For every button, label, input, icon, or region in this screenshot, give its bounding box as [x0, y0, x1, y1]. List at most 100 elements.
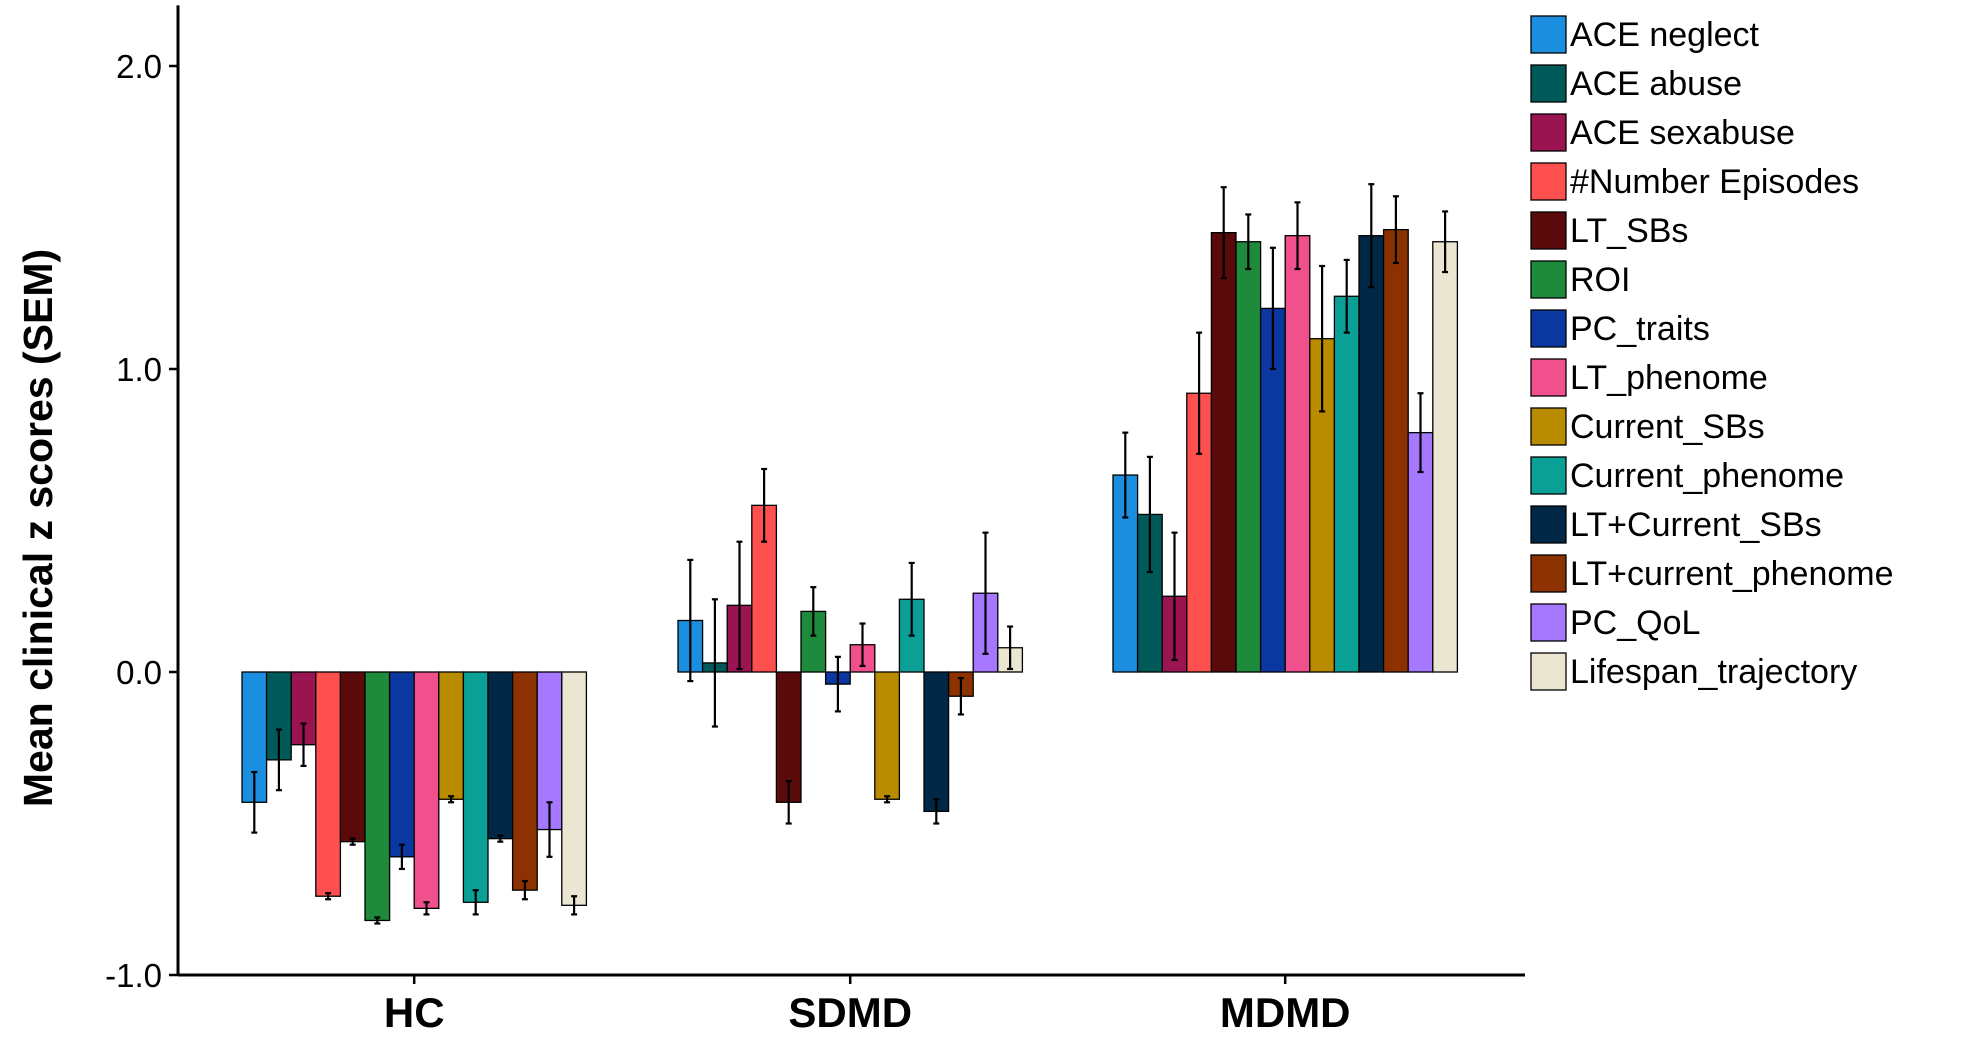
legend-swatch: [1530, 554, 1567, 593]
bar-MDMD-ROI: [1235, 241, 1262, 673]
error-bar-HC-#Number Episodes: [325, 892, 332, 901]
legend-item-Current_SBs: Current_SBs: [1530, 407, 1765, 446]
legend-swatch: [1530, 358, 1567, 397]
error-bar-MDMD-#Number Episodes: [1196, 331, 1203, 455]
legend-item-ROI: ROI: [1530, 260, 1630, 299]
legend-label: ACE abuse: [1570, 65, 1742, 103]
bar-MDMD-Lifespan_trajectory: [1432, 241, 1459, 673]
legend-item-LT_phenome: LT_phenome: [1530, 358, 1768, 397]
legend-label: LT_phenome: [1570, 359, 1768, 397]
error-bar-SDMD-LT_phenome: [859, 622, 866, 668]
legend-item-LT+Current_SBs: LT+Current_SBs: [1530, 505, 1822, 544]
error-bar-HC-LT_phenome: [423, 901, 430, 916]
error-bar-SDMD-LT+Current_SBs: [933, 798, 940, 825]
legend-label: LT+Current_SBs: [1570, 506, 1822, 544]
error-bar-MDMD-LT_phenome: [1294, 201, 1301, 271]
bar-SDMD-Current_SBs: [874, 671, 901, 800]
legend-label: PC_QoL: [1570, 604, 1700, 642]
bar-HC-LT+current_phenome: [511, 671, 538, 891]
error-bar-MDMD-LT+current_phenome: [1392, 195, 1399, 265]
axes-layer: -1.0 0.0 1.0 2.0 HC SDMD MDMD: [105, 5, 1525, 1036]
bar-HC-PC_traits: [388, 671, 415, 858]
legend-label: Current_SBs: [1570, 408, 1765, 446]
legend-item-LT+current_phenome: LT+current_phenome: [1530, 554, 1894, 593]
error-bar-HC-Current_phenome: [472, 889, 479, 916]
error-bar-HC-Lifespan_trajectory: [571, 895, 578, 916]
category-label-MDMD: MDMD: [1220, 989, 1351, 1036]
bar-MDMD-LT_SBs: [1210, 231, 1237, 673]
legend-label: ACE neglect: [1570, 16, 1760, 54]
error-bar-SDMD-ACE abuse: [711, 598, 718, 728]
legend-item-#Number Episodes: #Number Episodes: [1530, 162, 1859, 201]
y-tick-label: 2.0: [116, 48, 162, 85]
y-tick-label: -1.0: [105, 957, 162, 994]
legend-swatch: [1530, 309, 1567, 348]
error-bar-SDMD-PC_traits: [834, 655, 841, 713]
legend-item-ACE neglect: ACE neglect: [1530, 15, 1760, 54]
legend-label: ACE sexabuse: [1570, 114, 1795, 152]
legend-label: Current_phenome: [1570, 457, 1844, 495]
error-bar-HC-ACE neglect: [251, 770, 258, 834]
bar-HC-Current_SBs: [438, 671, 465, 800]
error-bar-HC-LT+Current_SBs: [497, 834, 504, 843]
error-bar-HC-ACE abuse: [275, 728, 282, 792]
error-bar-MDMD-ACE neglect: [1122, 431, 1129, 519]
legend-item-Lifespan_trajectory: Lifespan_trajectory: [1530, 652, 1857, 691]
bar-HC-LT+Current_SBs: [487, 671, 514, 840]
category-label-SDMD: SDMD: [788, 989, 912, 1036]
error-bar-MDMD-Current_phenome: [1343, 258, 1350, 334]
error-bar-HC-Current_SBs: [448, 795, 455, 804]
bar-HC-ROI: [364, 671, 391, 922]
error-bar-HC-PC_traits: [398, 843, 405, 871]
legend-swatch: [1530, 603, 1567, 642]
legend: ACE neglect ACE abuse ACE sexabuse #Number …: [1530, 15, 1894, 691]
error-bar-HC-LT+current_phenome: [521, 879, 528, 901]
legend-swatch: [1530, 113, 1567, 152]
error-bar-SDMD-ACE sexabuse: [736, 540, 743, 671]
legend-swatch: [1530, 211, 1567, 250]
error-bar-HC-LT_SBs: [349, 837, 356, 846]
error-bar-MDMD-PC_traits: [1269, 246, 1276, 371]
legend-item-ACE sexabuse: ACE sexabuse: [1530, 113, 1795, 152]
error-bar-MDMD-ACE abuse: [1146, 455, 1153, 574]
bar-HC-#Number Episodes: [315, 671, 342, 897]
bar-SDMD-LT+Current_SBs: [923, 671, 950, 813]
error-bar-SDMD-LT+current_phenome: [957, 676, 964, 716]
bar-HC-Lifespan_trajectory: [561, 671, 588, 906]
bar-MDMD-LT+current_phenome: [1382, 228, 1409, 673]
error-bar-MDMD-LT_SBs: [1220, 186, 1227, 280]
error-bar-MDMD-PC_QoL: [1417, 392, 1424, 474]
error-bar-MDMD-LT+Current_SBs: [1368, 183, 1375, 289]
error-bar-SDMD-PC_QoL: [982, 531, 989, 655]
error-bar-HC-ROI: [374, 916, 381, 925]
legend-label: ROI: [1570, 261, 1630, 299]
legend-swatch: [1530, 652, 1567, 691]
legend-label: Lifespan_trajectory: [1570, 653, 1857, 691]
legend-label: #Number Episodes: [1570, 163, 1859, 201]
error-bar-MDMD-Lifespan_trajectory: [1442, 210, 1449, 274]
legend-item-LT_SBs: LT_SBs: [1530, 211, 1688, 250]
legend-swatch: [1530, 456, 1567, 495]
error-bars-layer: [251, 183, 1449, 925]
category-label-HC: HC: [384, 989, 445, 1036]
y-tick-label: 1.0: [116, 351, 162, 388]
legend-swatch: [1530, 505, 1567, 544]
error-bar-SDMD-ROI: [810, 586, 817, 637]
bar-HC-Current_phenome: [462, 671, 489, 903]
legend-label: LT+current_phenome: [1570, 555, 1894, 593]
error-bar-HC-PC_QoL: [546, 801, 553, 858]
error-bar-MDMD-ACE sexabuse: [1171, 531, 1178, 661]
error-bar-SDMD-Current_phenome: [908, 561, 915, 637]
legend-swatch: [1530, 407, 1567, 446]
legend-swatch: [1530, 64, 1567, 103]
bar-MDMD-LT_phenome: [1284, 235, 1311, 673]
legend-label: LT_SBs: [1570, 212, 1688, 250]
error-bar-SDMD-Current_SBs: [884, 795, 891, 804]
legend-swatch: [1530, 260, 1567, 299]
error-bar-SDMD-LT_SBs: [785, 779, 792, 825]
error-bar-SDMD-#Number Episodes: [761, 467, 768, 543]
legend-swatch: [1530, 15, 1567, 54]
legend-item-Current_phenome: Current_phenome: [1530, 456, 1844, 495]
error-bar-MDMD-ROI: [1245, 213, 1252, 271]
